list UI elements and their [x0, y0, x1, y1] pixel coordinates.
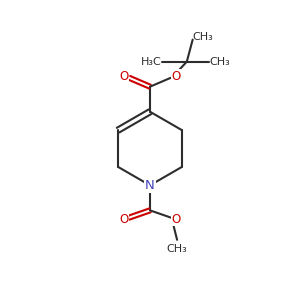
Text: CH₃: CH₃ — [167, 244, 188, 254]
Text: CH₃: CH₃ — [210, 57, 230, 67]
Text: O: O — [172, 213, 181, 226]
Text: H₃C: H₃C — [141, 57, 162, 67]
Text: O: O — [171, 70, 181, 83]
Text: O: O — [119, 70, 129, 83]
Text: CH₃: CH₃ — [193, 32, 213, 42]
Text: O: O — [119, 213, 128, 226]
Text: N: N — [145, 179, 155, 192]
